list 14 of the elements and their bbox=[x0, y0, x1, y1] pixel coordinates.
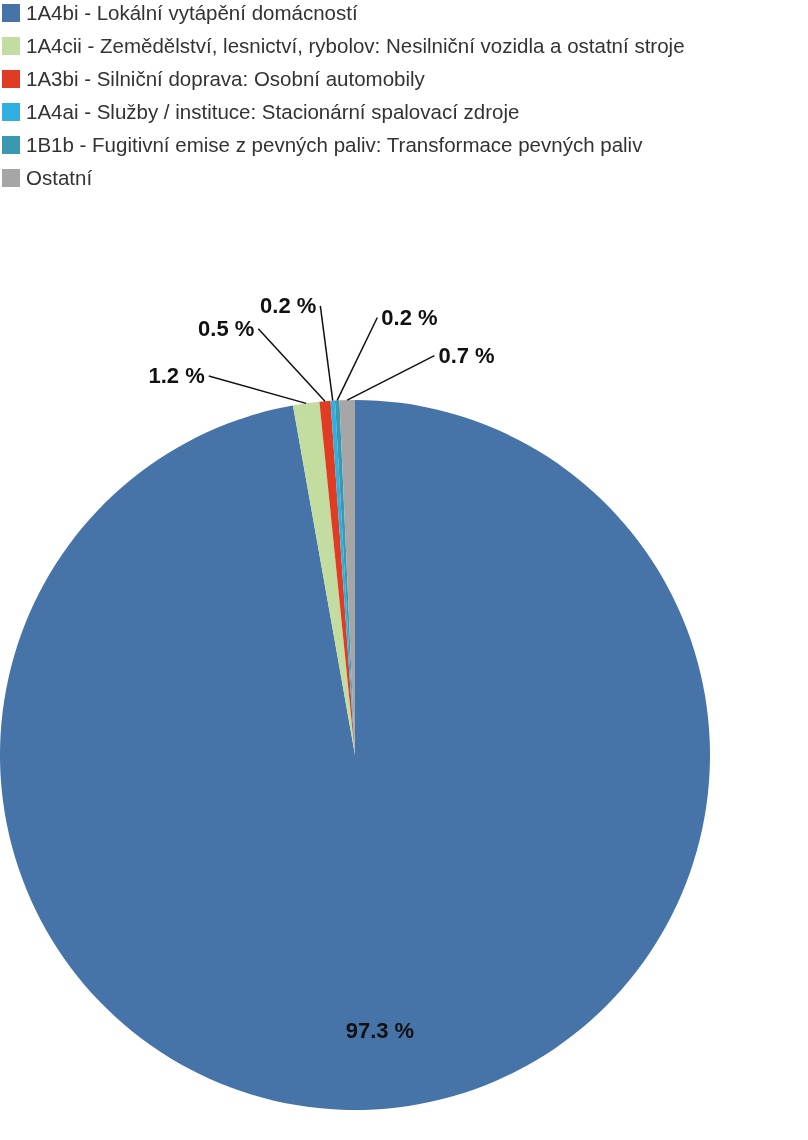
pie-slice bbox=[0, 400, 710, 1110]
pie-slice bbox=[292, 401, 355, 755]
data-label: 0.7 % bbox=[438, 342, 495, 368]
data-label: 0.2 % bbox=[381, 304, 438, 330]
data-label: 97.3 % bbox=[345, 1017, 415, 1043]
data-label: 0.2 % bbox=[260, 292, 317, 318]
legend-label: 1A4ai - Služby / instituce: Stacionární spalovací zdroje bbox=[26, 100, 520, 123]
legend-label: 1A4cii - Zemědělství, lesnictví, rybolov: Nesilniční vozidla a ostatní stroje bbox=[26, 34, 685, 57]
data-label: 0.5 % bbox=[198, 315, 255, 341]
legend-label: 1B1b - Fugitivní emise z pevných paliv: Transformace pevných paliv bbox=[26, 133, 644, 156]
legend-label: 1A4bi - Lokální vytápění domácností bbox=[26, 1, 358, 24]
legend-label: 1A3bi - Silniční doprava: Osobní automobily bbox=[26, 67, 426, 90]
data-label: 1.2 % bbox=[148, 363, 205, 389]
legend-label: Ostatní bbox=[26, 166, 93, 189]
